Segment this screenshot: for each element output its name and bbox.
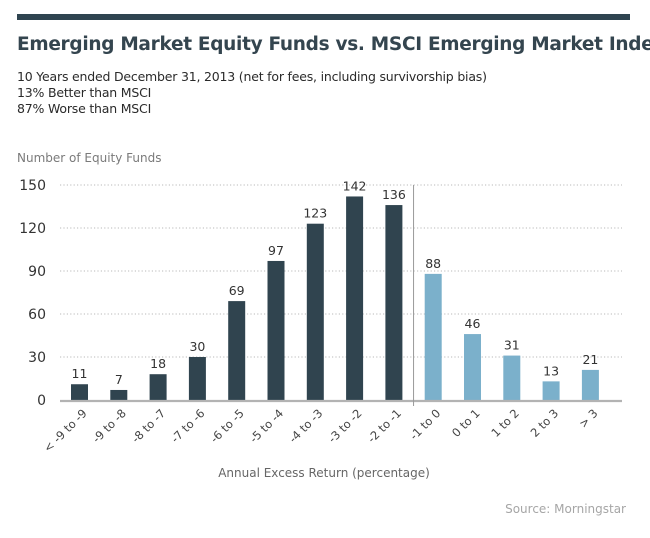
data-label: 13 — [543, 363, 559, 378]
subtitle-better: 13% Better than MSCI — [17, 85, 152, 100]
bar — [228, 301, 246, 400]
x-tick-label: < -9 to -9 — [41, 406, 90, 455]
y-tick-label: 120 — [19, 221, 46, 237]
bar — [149, 374, 167, 400]
data-label: 18 — [150, 356, 166, 371]
x-tick-label: > 3 — [576, 406, 600, 430]
data-label: 142 — [343, 178, 367, 193]
y-tick-label: 90 — [28, 264, 46, 280]
bar — [306, 223, 324, 400]
data-label: 30 — [189, 339, 205, 354]
bar — [110, 389, 128, 400]
data-label: 123 — [303, 206, 327, 221]
y-axis-label: Number of Equity Funds — [17, 151, 162, 165]
source-note: Source: Morningstar — [505, 502, 626, 516]
x-tick-label: 0 to 1 — [449, 406, 483, 440]
x-tick-label: -3 to -2 — [325, 406, 364, 445]
x-tick-label: -4 to -3 — [286, 406, 325, 445]
x-axis-label: Annual Excess Return (percentage) — [218, 466, 430, 480]
bar — [346, 196, 364, 400]
x-tick-label: 2 to 3 — [528, 406, 562, 440]
y-tick-label: 60 — [28, 307, 46, 323]
subtitle-period: 10 Years ended December 31, 2013 (net fo… — [17, 69, 487, 84]
bar — [385, 205, 403, 400]
x-tick-label: -7 to -6 — [168, 406, 207, 445]
chart-title: Emerging Market Equity Funds vs. MSCI Em… — [17, 34, 650, 55]
bar — [542, 381, 560, 400]
x-tick-label: -1 to 0 — [407, 406, 444, 443]
bar — [71, 384, 88, 400]
data-label: 11 — [72, 366, 88, 381]
x-tick-label: -2 to -1 — [365, 406, 404, 445]
y-tick-label: 0 — [37, 393, 46, 409]
data-label: 69 — [229, 283, 245, 298]
subtitle-worse: 87% Worse than MSCI — [17, 101, 152, 116]
data-label: 97 — [268, 243, 284, 258]
data-label: 7 — [115, 372, 123, 387]
bar — [188, 357, 206, 400]
bar — [581, 369, 599, 400]
data-label: 88 — [425, 256, 441, 271]
x-tick-label: -5 to -4 — [247, 406, 286, 445]
data-label: 46 — [465, 316, 481, 331]
x-tick-label: 1 to 2 — [488, 406, 522, 440]
bar — [464, 334, 481, 400]
y-tick-label: 150 — [19, 178, 46, 194]
x-tick-label: -9 to -8 — [89, 406, 128, 445]
data-label: 136 — [382, 187, 406, 202]
x-tick-label: -8 to -7 — [129, 406, 168, 445]
data-label: 21 — [582, 352, 598, 367]
bar — [424, 273, 442, 400]
x-tick-label: -6 to -5 — [207, 406, 246, 445]
y-tick-label: 30 — [28, 350, 46, 366]
bar — [503, 355, 521, 400]
top-rule — [17, 14, 630, 20]
data-label: 31 — [504, 338, 520, 353]
bar — [267, 260, 285, 400]
